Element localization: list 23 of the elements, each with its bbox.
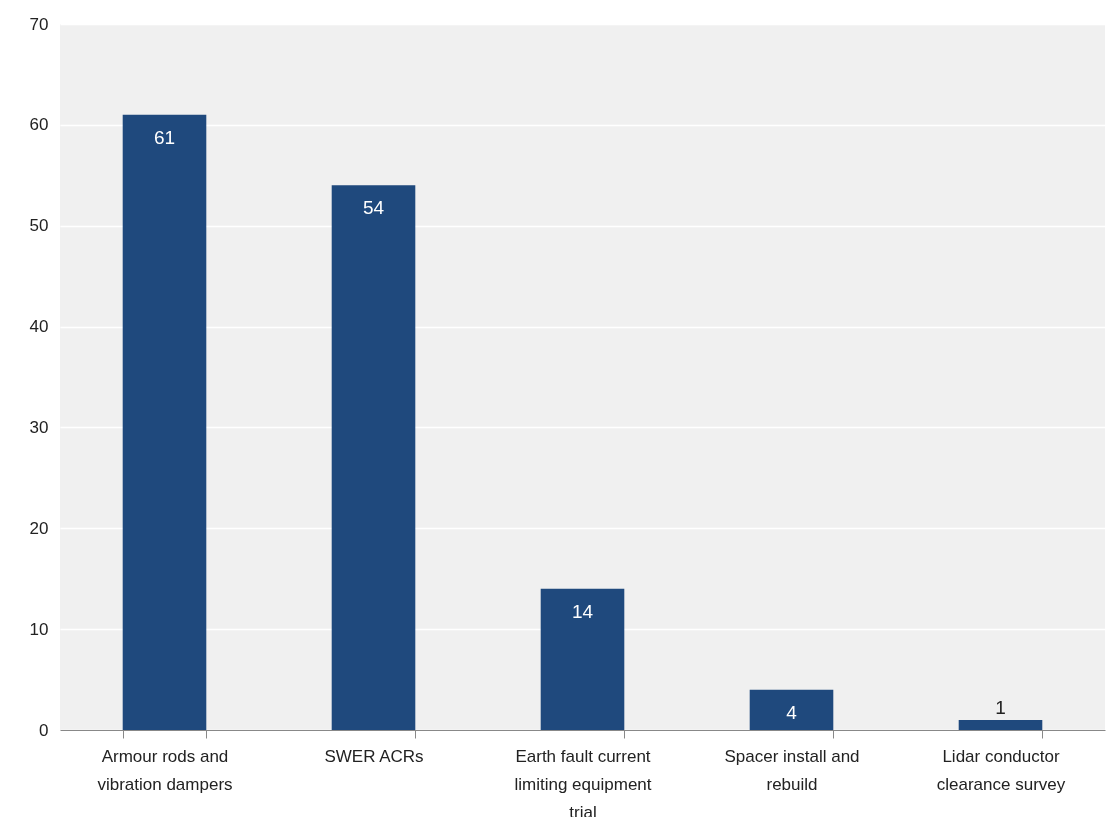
data-label: 14 xyxy=(571,600,594,622)
data-label: 61 xyxy=(153,126,176,148)
x-tick-label: Lidar conductor clearance survey xyxy=(936,746,1066,794)
y-tick-label: 70 xyxy=(29,14,49,34)
y-tick-label: 0 xyxy=(39,720,49,740)
data-label: 1 xyxy=(995,696,1006,718)
x-tick-label: Armour rods and vibration dampers xyxy=(97,746,233,794)
y-tick-label: 30 xyxy=(29,417,49,437)
y-tick-label: 40 xyxy=(29,317,49,337)
data-label: 4 xyxy=(786,701,798,723)
x-tick-label: Spacer install and rebuild xyxy=(724,746,860,794)
y-tick-label: 10 xyxy=(29,619,49,639)
x-tick-label: SWER ACRs xyxy=(324,746,424,766)
y-tick-label: 20 xyxy=(29,518,49,538)
x-tick-label: Earth fault current limiting equipment trial xyxy=(514,746,652,817)
y-tick-label: 60 xyxy=(29,115,49,135)
bar xyxy=(122,114,207,730)
bar xyxy=(749,689,834,730)
data-label: 54 xyxy=(362,197,385,219)
bar xyxy=(331,185,416,730)
y-tick-label: 50 xyxy=(29,216,49,236)
bar xyxy=(958,719,1043,730)
bar xyxy=(540,588,625,730)
